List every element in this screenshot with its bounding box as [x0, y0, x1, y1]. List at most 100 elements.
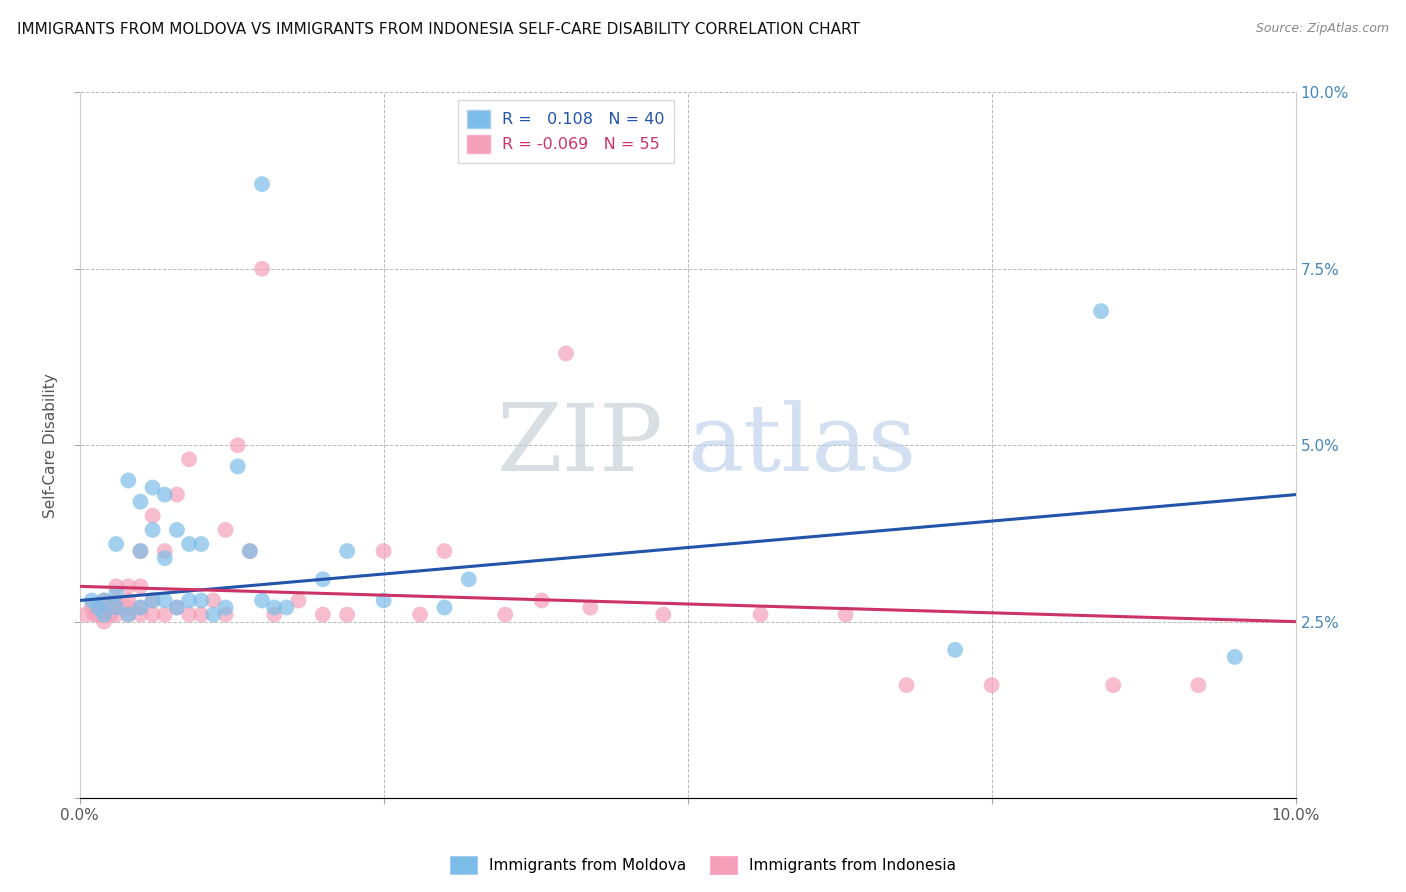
Point [105, 593, 128, 607]
Point [190, 537, 212, 551]
Point [276, 600, 298, 615]
Point [142, 508, 165, 523]
Point [87, 600, 110, 615]
Point [579, 600, 602, 615]
Point [142, 593, 165, 607]
Point [214, 607, 236, 622]
Point [117, 600, 139, 615]
Point [105, 607, 128, 622]
Point [80, 600, 103, 615]
Text: ZIP: ZIP [496, 401, 664, 491]
Point [214, 600, 236, 615]
Point [1223, 649, 1246, 664]
Point [96, 600, 118, 615]
Point [214, 523, 236, 537]
Point [312, 572, 335, 586]
Point [1187, 678, 1209, 692]
Text: atlas: atlas [688, 401, 917, 491]
Point [90, 600, 112, 615]
Point [312, 607, 335, 622]
Point [153, 551, 176, 566]
Point [105, 600, 128, 615]
Text: Source: ZipAtlas.com: Source: ZipAtlas.com [1256, 22, 1389, 36]
Point [190, 607, 212, 622]
Point [336, 607, 359, 622]
Point [117, 607, 139, 622]
Point [105, 600, 128, 615]
Point [263, 600, 285, 615]
Point [555, 346, 578, 360]
Point [226, 438, 249, 452]
Point [117, 593, 139, 607]
Point [1090, 304, 1112, 318]
Point [226, 459, 249, 474]
Text: IMMIGRANTS FROM MOLDOVA VS IMMIGRANTS FROM INDONESIA SELF-CARE DISABILITY CORREL: IMMIGRANTS FROM MOLDOVA VS IMMIGRANTS FR… [17, 22, 859, 37]
Point [83, 607, 105, 622]
Point [153, 607, 176, 622]
Point [142, 523, 165, 537]
Point [530, 593, 553, 607]
Point [105, 579, 128, 593]
Point [75, 607, 97, 622]
Point [202, 593, 225, 607]
Point [373, 593, 395, 607]
Point [117, 474, 139, 488]
Point [177, 452, 200, 467]
Point [373, 544, 395, 558]
Point [1102, 678, 1125, 692]
Point [129, 544, 152, 558]
Point [177, 593, 200, 607]
Point [896, 678, 918, 692]
Point [129, 600, 152, 615]
Legend: R =   0.108   N = 40, R = -0.069   N = 55: R = 0.108 N = 40, R = -0.069 N = 55 [457, 100, 675, 163]
Point [263, 607, 285, 622]
Point [153, 544, 176, 558]
Point [980, 678, 1002, 692]
Point [142, 607, 165, 622]
Point [494, 607, 516, 622]
Point [117, 607, 139, 622]
Point [433, 544, 456, 558]
Point [166, 487, 188, 501]
Point [190, 593, 212, 607]
Point [336, 544, 359, 558]
Point [433, 600, 456, 615]
Point [129, 544, 152, 558]
Point [943, 643, 966, 657]
Point [239, 544, 262, 558]
Point [153, 593, 176, 607]
Point [117, 579, 139, 593]
Point [153, 487, 176, 501]
Point [166, 600, 188, 615]
Point [129, 494, 152, 508]
Y-axis label: Self-Care Disability: Self-Care Disability [44, 373, 58, 517]
Point [239, 544, 262, 558]
Point [834, 607, 856, 622]
Point [129, 607, 152, 622]
Legend: Immigrants from Moldova, Immigrants from Indonesia: Immigrants from Moldova, Immigrants from… [443, 850, 963, 880]
Point [93, 593, 115, 607]
Point [287, 593, 309, 607]
Point [250, 177, 273, 191]
Point [105, 586, 128, 600]
Point [142, 481, 165, 495]
Point [749, 607, 772, 622]
Point [142, 593, 165, 607]
Point [177, 607, 200, 622]
Point [250, 261, 273, 276]
Point [87, 607, 110, 622]
Point [129, 600, 152, 615]
Point [93, 593, 115, 607]
Point [93, 607, 115, 622]
Point [250, 593, 273, 607]
Point [177, 537, 200, 551]
Point [652, 607, 675, 622]
Point [409, 607, 432, 622]
Point [98, 607, 121, 622]
Point [105, 537, 128, 551]
Point [93, 615, 115, 629]
Point [129, 579, 152, 593]
Point [166, 523, 188, 537]
Point [166, 600, 188, 615]
Point [202, 607, 225, 622]
